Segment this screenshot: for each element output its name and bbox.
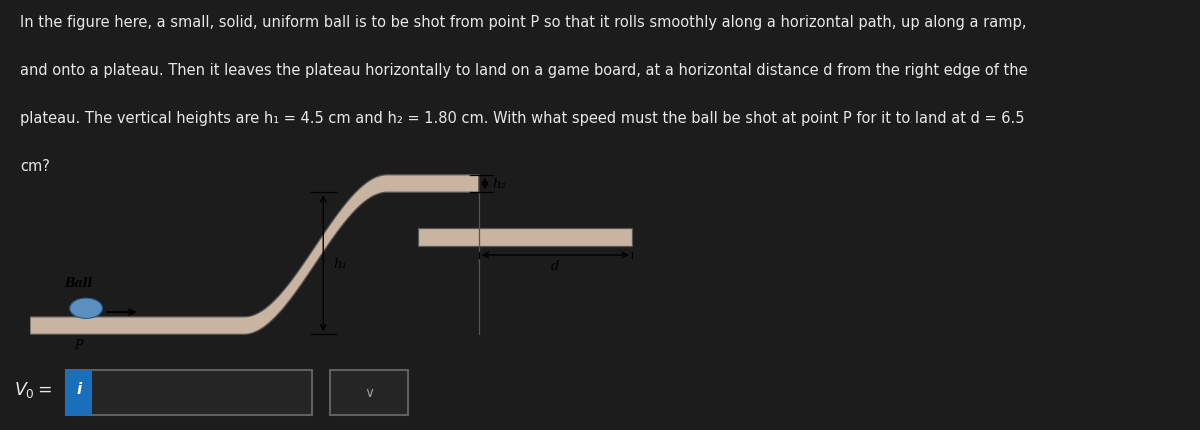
Bar [66,370,312,415]
Text: h₂: h₂ [492,178,506,190]
Text: i: i [77,381,82,396]
Text: $V_0 =$: $V_0 =$ [14,379,53,399]
Bar [330,370,408,415]
Text: cm?: cm? [20,159,50,174]
Text: P: P [74,338,83,351]
Text: Ball: Ball [65,276,92,289]
Bar [66,370,92,415]
Text: and onto a plateau. Then it leaves the plateau horizontally to land on a game bo: and onto a plateau. Then it leaves the p… [20,63,1028,78]
Text: h₁: h₁ [334,257,347,270]
Circle shape [70,298,102,319]
Polygon shape [418,228,632,246]
Text: In the figure here, a small, solid, uniform ball is to be shot from point P so t: In the figure here, a small, solid, unif… [20,15,1027,30]
Polygon shape [30,175,479,335]
Text: plateau. The vertical heights are h₁ = 4.5 cm and h₂ = 1.80 cm. With what speed : plateau. The vertical heights are h₁ = 4… [20,111,1025,126]
Text: d: d [551,259,559,272]
Text: ∨: ∨ [365,385,374,399]
